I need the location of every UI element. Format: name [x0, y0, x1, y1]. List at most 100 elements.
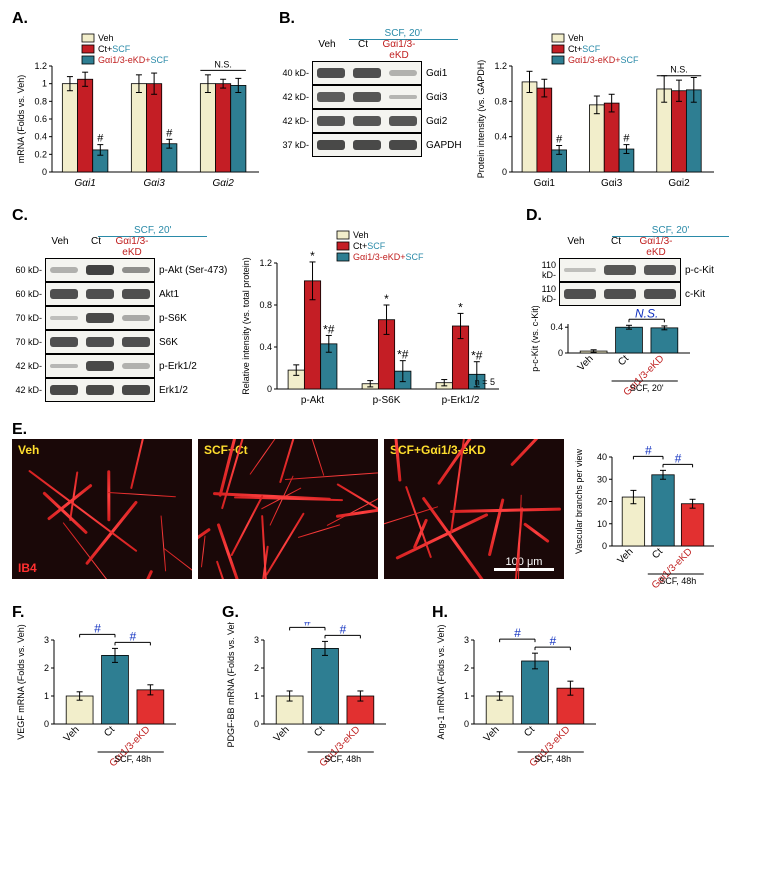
- chart-G: 0123PDGF-BB mRNA (Folds vs. Veh)VehCtGαi…: [222, 622, 392, 772]
- svg-text:Gαi3: Gαi3: [143, 178, 165, 189]
- svg-text:Ct+SCF: Ct+SCF: [568, 44, 601, 54]
- svg-text:#: #: [674, 451, 681, 465]
- svg-text:Gαi1/3-eKD+SCF: Gαi1/3-eKD+SCF: [568, 55, 639, 65]
- svg-text:SCF, 48h: SCF, 48h: [324, 754, 361, 764]
- svg-text:SCF, 48h: SCF, 48h: [114, 754, 151, 764]
- svg-text:0: 0: [44, 719, 49, 729]
- svg-text:p-Erk1/2: p-Erk1/2: [442, 395, 480, 406]
- panel-A-label: A.: [12, 10, 267, 28]
- chart-C: 00.40.81.2Relative intensity (vs. total …: [237, 225, 507, 415]
- svg-text:0: 0: [602, 541, 607, 551]
- svg-text:2: 2: [44, 663, 49, 673]
- svg-text:*: *: [311, 249, 316, 263]
- svg-text:#: #: [623, 133, 630, 145]
- svg-text:0.4: 0.4: [260, 342, 273, 352]
- svg-text:Vascular branchs per view: Vascular branchs per view: [574, 449, 584, 554]
- svg-text:Ct: Ct: [312, 724, 327, 739]
- svg-text:1.2: 1.2: [494, 61, 507, 71]
- svg-text:Relative intensity (vs. total: Relative intensity (vs. total protein): [241, 257, 251, 395]
- svg-text:SCF, 48h: SCF, 48h: [534, 754, 571, 764]
- svg-text:0: 0: [267, 384, 272, 394]
- panel-C: C. SCF, 20'VehCtGαi1/3-eKD60 kD-p-Akt (S…: [12, 207, 512, 415]
- panel-F-label: F.: [12, 604, 182, 622]
- panel-E: E. VehIB4SCF+CtSCF+Gαi1/3-eKD100 μm 0 10 2…: [12, 421, 745, 594]
- svg-text:3: 3: [254, 635, 259, 645]
- svg-text:Ct+SCF: Ct+SCF: [98, 44, 131, 54]
- svg-text:Gαi3: Gαi3: [601, 178, 623, 189]
- svg-text:Veh: Veh: [353, 230, 369, 240]
- svg-text:#: #: [129, 629, 136, 643]
- svg-text:1: 1: [464, 691, 469, 701]
- chart-D: 00.4p-c-Kit (vs. c-Kit)VehCtGαi1/3-eKDN.…: [526, 306, 696, 401]
- svg-text:Gαi1/3-eKD+SCF: Gαi1/3-eKD+SCF: [98, 55, 169, 65]
- svg-text:10: 10: [597, 519, 607, 529]
- svg-text:#: #: [514, 626, 521, 640]
- svg-text:*: *: [459, 300, 464, 314]
- svg-text:Ct: Ct: [522, 724, 537, 739]
- svg-text:#: #: [549, 634, 556, 648]
- svg-text:PDGF-BB mRNA (Folds vs. Veh): PDGF-BB mRNA (Folds vs. Veh): [226, 622, 236, 748]
- svg-text:Veh: Veh: [62, 724, 82, 744]
- svg-text:0.6: 0.6: [34, 114, 47, 124]
- blot-C: SCF, 20'VehCtGαi1/3-eKD60 kD-p-Akt (Ser-…: [12, 225, 227, 402]
- panel-F: F. 0123VEGF mRNA (Folds vs. Veh)VehCtGαi…: [12, 604, 182, 775]
- panel-B-label: B.: [279, 10, 745, 28]
- svg-text:Veh: Veh: [482, 724, 502, 744]
- svg-text:#: #: [97, 133, 104, 145]
- images-E: VehIB4SCF+CtSCF+Gαi1/3-eKD100 μm: [12, 439, 564, 579]
- svg-text:0: 0: [502, 167, 507, 177]
- svg-text:SCF, 20': SCF, 20': [630, 383, 664, 393]
- chart-H: 0123Ang-1 mRNA (Folds vs. Veh)VehCtGαi1/…: [432, 622, 602, 772]
- svg-text:Protein intensity (vs. GAPDH): Protein intensity (vs. GAPDH): [476, 60, 486, 179]
- panel-E-label: E.: [12, 421, 745, 439]
- svg-text:1: 1: [44, 691, 49, 701]
- svg-text:#: #: [556, 134, 563, 146]
- panel-H-label: H.: [432, 604, 602, 622]
- svg-text:1: 1: [42, 79, 47, 89]
- svg-text:Veh: Veh: [576, 353, 596, 373]
- svg-text:#: #: [304, 622, 311, 628]
- chart-E: 010203040Vascular branchs per viewVehCtG…: [570, 439, 720, 594]
- svg-text:Gαi2: Gαi2: [212, 178, 234, 189]
- svg-text:*#: *#: [323, 322, 335, 336]
- svg-text:N.S.: N.S.: [214, 59, 232, 69]
- panel-D-label: D.: [526, 207, 745, 225]
- panel-G: G. 0123PDGF-BB mRNA (Folds vs. Veh)VehCt…: [222, 604, 392, 775]
- svg-text:0.8: 0.8: [34, 96, 47, 106]
- svg-text:#: #: [94, 622, 101, 635]
- svg-text:Ct+SCF: Ct+SCF: [353, 241, 386, 251]
- svg-text:3: 3: [44, 635, 49, 645]
- svg-text:0.4: 0.4: [494, 132, 507, 142]
- blot-B: SCF, 20'VehCtGαi1/3-eKD40 kD-Gαi142 kD-G…: [279, 28, 462, 157]
- chart-A: 00.20.40.60.811.2mRNA (Folds vs. Veh)Veh…: [12, 28, 267, 198]
- panel-C-label: C.: [12, 207, 512, 225]
- svg-text:1.2: 1.2: [260, 258, 273, 268]
- svg-text:VEGF mRNA (Folds vs. Veh): VEGF mRNA (Folds vs. Veh): [16, 624, 26, 740]
- svg-text:2: 2: [464, 663, 469, 673]
- svg-text:40: 40: [597, 452, 607, 462]
- svg-text:#: #: [339, 622, 346, 636]
- svg-text:2: 2: [254, 663, 259, 673]
- svg-text:Veh: Veh: [98, 33, 114, 43]
- chart-F: 0123VEGF mRNA (Folds vs. Veh)VehCtGαi1/3…: [12, 622, 182, 772]
- svg-text:p-c-Kit (vs. c-Kit): p-c-Kit (vs. c-Kit): [530, 306, 540, 372]
- svg-text:0: 0: [42, 167, 47, 177]
- svg-text:0: 0: [558, 348, 563, 358]
- svg-text:Ang-1 mRNA (Folds vs. Veh): Ang-1 mRNA (Folds vs. Veh): [436, 624, 446, 739]
- svg-text:Ct: Ct: [102, 724, 117, 739]
- blot-D: SCF, 20'VehCtGαi1/3-eKD110 kD-p-c-Kit110…: [526, 225, 745, 306]
- panel-D: D. SCF, 20'VehCtGαi1/3-eKD110 kD-p-c-Kit…: [526, 207, 745, 404]
- svg-text:20: 20: [597, 497, 607, 507]
- svg-text:0.4: 0.4: [34, 132, 47, 142]
- svg-text:Ct: Ct: [616, 353, 631, 368]
- svg-text:#: #: [166, 127, 173, 139]
- svg-text:Veh: Veh: [568, 33, 584, 43]
- svg-text:Gαi1/3-eKD+SCF: Gαi1/3-eKD+SCF: [353, 252, 424, 262]
- svg-text:0: 0: [254, 719, 259, 729]
- chart-B: 0 0.4 0.8 1.2 Protein intensity (vs. GAPDH) V…: [472, 28, 722, 198]
- svg-text:0.8: 0.8: [494, 96, 507, 106]
- svg-text:p-S6K: p-S6K: [373, 395, 401, 406]
- panel-G-label: G.: [222, 604, 392, 622]
- svg-text:Veh: Veh: [272, 724, 292, 744]
- svg-text:mRNA (Folds vs. Veh): mRNA (Folds vs. Veh): [16, 75, 26, 164]
